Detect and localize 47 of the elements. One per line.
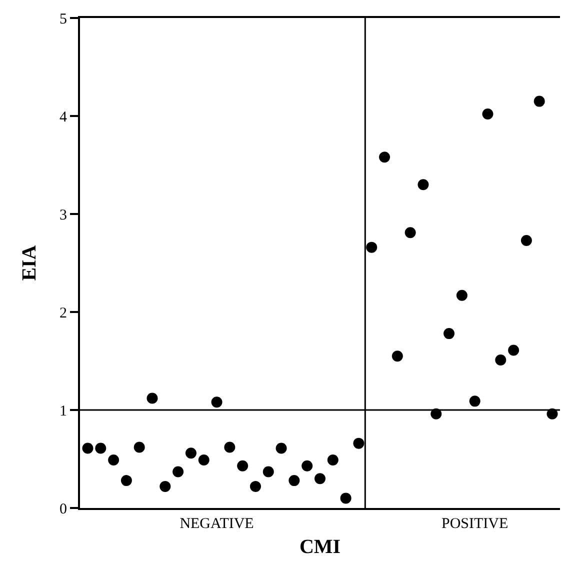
point [95, 442, 106, 454]
x-tick-label: POSITIVE [442, 516, 508, 532]
point [224, 442, 236, 453]
point [353, 438, 364, 449]
x-tick-label: NEGATIVE [180, 516, 254, 532]
point [237, 460, 248, 472]
y-tick-label: 4 [60, 109, 68, 126]
y-tick-label: 0 [60, 501, 67, 518]
point [482, 108, 494, 120]
point [392, 350, 403, 362]
point [288, 475, 300, 486]
point [160, 480, 171, 492]
point [134, 442, 145, 453]
point [146, 392, 158, 404]
point [198, 454, 210, 466]
point [495, 354, 506, 366]
point [534, 96, 545, 107]
point [340, 492, 352, 504]
point [379, 152, 390, 163]
point [120, 475, 132, 486]
point [366, 242, 378, 253]
point [276, 442, 287, 454]
x-axis-title: CMI [299, 536, 341, 558]
y-tick-label: 5 [60, 11, 67, 28]
point [327, 454, 338, 466]
point [302, 460, 313, 472]
y-axis-title: EIA [18, 244, 40, 281]
point [211, 396, 222, 408]
point [456, 290, 468, 301]
point [469, 396, 480, 407]
y-tick-label: 1 [60, 403, 67, 420]
point [172, 466, 184, 478]
y-tick-label: 3 [60, 207, 67, 224]
y-tick-label: 2 [60, 305, 67, 322]
point [520, 234, 532, 246]
point [250, 480, 261, 492]
point [314, 473, 326, 484]
point [418, 179, 429, 190]
point [82, 442, 94, 454]
point [508, 344, 520, 356]
point [185, 448, 196, 459]
point [108, 454, 120, 466]
point [444, 328, 455, 340]
point [404, 227, 416, 238]
point [546, 408, 558, 420]
point [430, 408, 442, 420]
point [262, 466, 274, 478]
